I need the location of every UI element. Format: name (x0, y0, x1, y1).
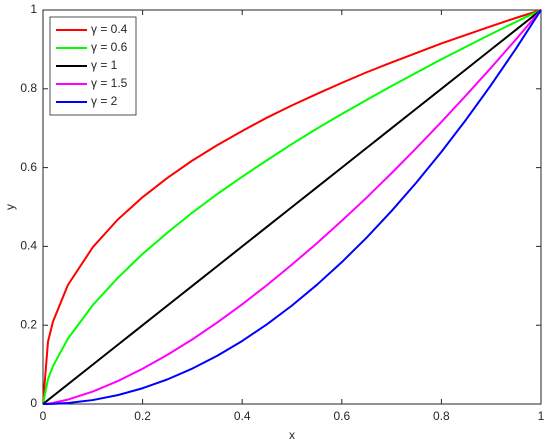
x-tick-label: 1 (538, 409, 545, 423)
y-tick-label: 0.8 (20, 81, 37, 95)
legend-label: γ = 0.6 (91, 40, 128, 54)
y-tick-label: 0.4 (20, 239, 37, 253)
series-line (42, 9, 542, 405)
y-tick-label: 0.2 (20, 317, 37, 331)
series-line (42, 9, 542, 405)
legend-label: γ = 0.4 (91, 22, 128, 36)
y-tick-label: 1 (30, 2, 37, 16)
x-tick-label: 0 (40, 409, 47, 423)
legend-label: γ = 1 (91, 58, 118, 72)
x-tick-label: 0.4 (234, 409, 251, 423)
x-axis-label: x (289, 428, 295, 442)
legend-label: γ = 1.5 (91, 76, 128, 90)
legend-label: γ = 2 (91, 94, 118, 108)
x-tick-label: 0.8 (433, 409, 450, 423)
x-tick-label: 0.2 (134, 409, 151, 423)
y-tick-label: 0 (30, 396, 37, 410)
series-line (42, 9, 542, 405)
series-line (42, 9, 542, 405)
y-tick-label: 0.6 (20, 160, 37, 174)
x-tick-label: 0.6 (333, 409, 350, 423)
y-axis-label: y (3, 204, 17, 210)
series-line (42, 9, 542, 405)
